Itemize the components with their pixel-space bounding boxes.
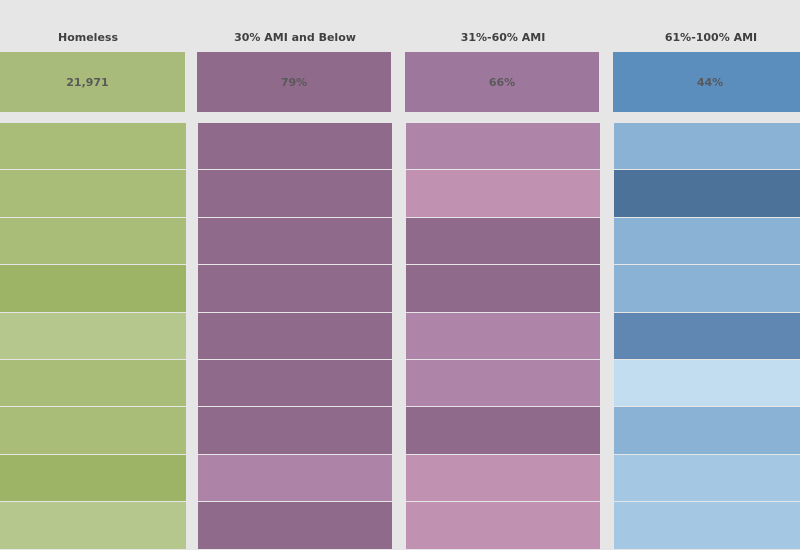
heatmap-cell <box>614 123 800 170</box>
heatmap-cell <box>406 265 600 312</box>
heatmap-cell <box>0 502 186 549</box>
heatmap-cell <box>198 454 392 502</box>
summary-tile-30-ami-and-below: 79% <box>197 52 391 112</box>
heatmap-cell <box>406 217 600 265</box>
heatmap-cell <box>406 312 600 359</box>
heatmap-cell <box>0 407 186 454</box>
heatmap-cell <box>198 360 392 407</box>
summary-tile-61-100-ami: 44% <box>613 52 800 112</box>
heatmap-cell <box>614 217 800 265</box>
heatmap-cell <box>198 502 392 549</box>
heatmap-cell <box>406 123 600 170</box>
heatmap-cell <box>0 123 186 170</box>
heatmap-cell <box>198 265 392 312</box>
heatmap-cell <box>406 170 600 217</box>
heatmap-cell <box>0 454 186 502</box>
summary-tile-31-60-ami: 66% <box>405 52 599 112</box>
column-header-31-60-ami: 31%-60% AMI <box>460 31 546 44</box>
heatmap-cell <box>614 407 800 454</box>
column-header-61-100-ami: 61%-100% AMI <box>664 31 758 44</box>
heatmap-cell <box>406 360 600 407</box>
heatmap-cell <box>0 170 186 217</box>
heatmap-cell <box>198 170 392 217</box>
heatmap-cell <box>0 312 186 359</box>
heatmap-cell <box>406 502 600 549</box>
heatmap-cell <box>198 312 392 359</box>
heatmap-cell <box>198 217 392 265</box>
heatmap-cell <box>406 454 600 502</box>
heatmap-cell <box>614 170 800 217</box>
heatmap-cell <box>614 454 800 502</box>
column-header-homeless: Homeless <box>57 31 118 44</box>
heatmap-cell <box>614 265 800 312</box>
heatmap-cell <box>614 360 800 407</box>
heatmap-cell <box>614 312 800 359</box>
heatmap-cell <box>198 407 392 454</box>
heatmap-cell <box>198 123 392 170</box>
heatmap-cell <box>406 407 600 454</box>
summary-tile-homeless: 21,971 <box>0 52 185 112</box>
heatmap-cell <box>0 265 186 312</box>
heatmap-cell <box>614 502 800 549</box>
heatmap-cell <box>0 217 186 265</box>
column-header-30-ami-and-below: 30% AMI and Below <box>234 31 356 44</box>
heatmap-cell <box>0 360 186 407</box>
